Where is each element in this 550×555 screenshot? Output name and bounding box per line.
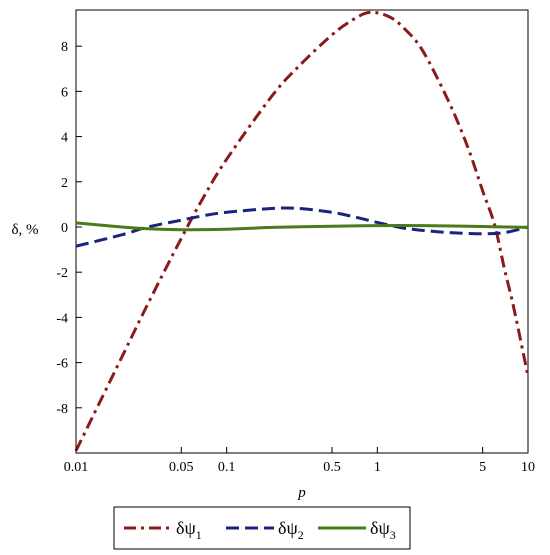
y-tick-label: 6 [61, 85, 68, 100]
legend-label-1: δψ1 [176, 518, 202, 542]
series-line-2 [75, 206, 529, 248]
x-tick-label: 10 [521, 460, 535, 475]
legend-label-subscript: 2 [298, 528, 304, 542]
ticks-layer: 0.01 0.05 0.1 0.5 1 5 10 8 6 4 2 0 -2 -4 -6 -8 [56, 40, 535, 475]
legend-label-base: δψ [176, 518, 196, 538]
axes-layer [75, 9, 529, 454]
y-tick-label: -8 [56, 402, 68, 417]
legend-label-subscript: 1 [196, 528, 202, 542]
y-tick-label: 8 [61, 40, 68, 55]
x-tick-label: 5 [479, 460, 486, 475]
x-tick-label: 0.5 [323, 460, 341, 475]
y-tick-label: 0 [61, 221, 68, 236]
y-tick-label: 4 [61, 131, 68, 146]
y-tick-label: -4 [56, 311, 68, 326]
y-axis-title: δ, % [11, 222, 38, 238]
legend-label-subscript: 3 [390, 528, 396, 542]
legend-label-base: δψ [278, 518, 298, 538]
legend-label-base: δψ [370, 518, 390, 538]
y-tick-label: 2 [61, 176, 68, 191]
legend: δψ1 δψ2 δψ3 [113, 506, 411, 550]
y-tick-label: -6 [56, 357, 68, 372]
x-tick-label: 0.01 [64, 460, 89, 475]
plot-frame [75, 9, 529, 454]
x-tick-label: 1 [374, 460, 381, 475]
y-tick-label: -2 [56, 266, 68, 281]
x-tick-label: 0.1 [218, 460, 236, 475]
legend-label-3: δψ3 [370, 518, 396, 542]
series-line-3 [75, 221, 529, 232]
x-axis-title: p [297, 485, 306, 501]
legend-label-2: δψ2 [278, 518, 304, 542]
x-tick-label: 0.05 [169, 460, 194, 475]
series-layer [74, 10, 530, 452]
series-line-1 [74, 10, 530, 452]
